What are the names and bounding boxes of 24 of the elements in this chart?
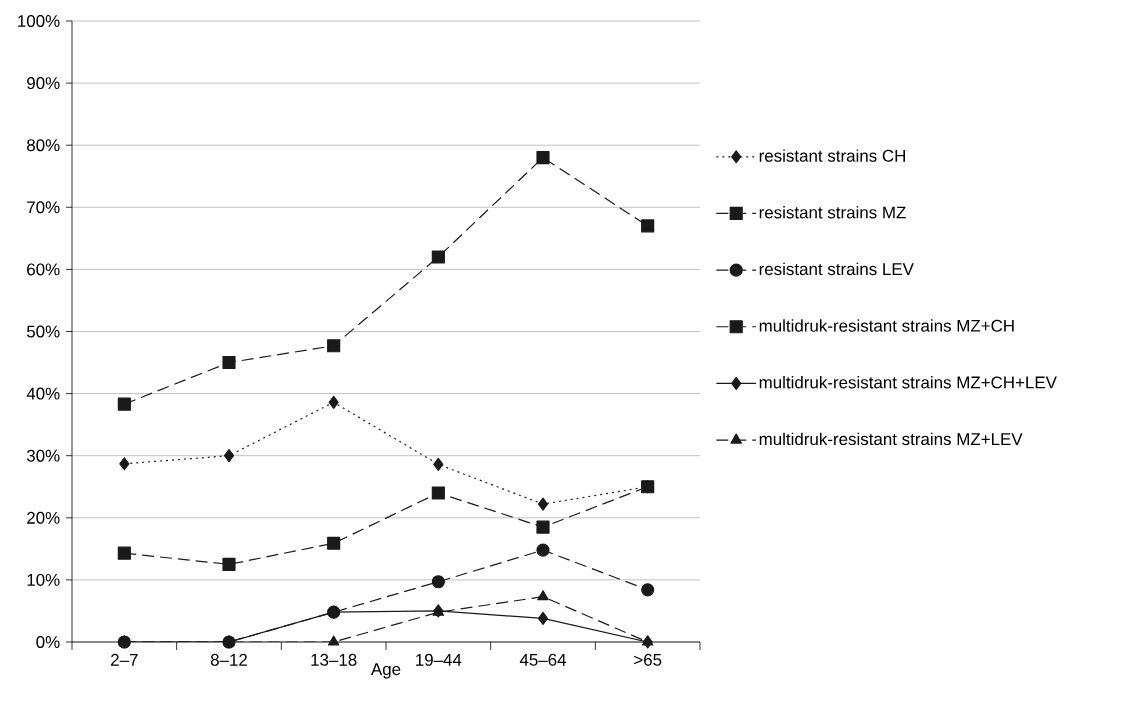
y-tick-label: 40% (26, 387, 60, 400)
legend-label: multidruk-resistant strains MZ+CH+LEV (759, 376, 1057, 389)
legend-label: resistant strains LEV (759, 262, 914, 276)
y-tick-label: 70% (27, 201, 60, 214)
y-tick-label: 80% (27, 139, 60, 152)
y-tick-label: 60% (27, 263, 60, 276)
x-tick-label: 8–12 (210, 653, 247, 666)
y-tick-label: 20% (27, 511, 60, 524)
x-tick-label: 13–18 (311, 653, 357, 666)
y-tick-label: 10% (27, 573, 60, 586)
legend-label: multidruk-resistant strains MZ+CH (759, 319, 1014, 332)
legend-label: resistant strains CH (759, 149, 905, 162)
y-tick-label: 50% (26, 325, 60, 338)
x-tick-label: >65 (634, 653, 662, 666)
y-tick-label: 30% (26, 449, 60, 462)
y-tick-label: 90% (27, 77, 60, 90)
legend-label: multidruk-resistant strains MZ+LEV (759, 432, 1023, 446)
x-tick-label: 19–44 (416, 653, 462, 666)
x-tick-label: 2–7 (111, 653, 138, 666)
y-tick-label: 0% (36, 636, 60, 648)
y-tick-label: 100% (18, 14, 60, 27)
legend-label: resistant strains MZ (759, 206, 906, 219)
x-axis-title: Age (370, 663, 401, 679)
x-tick-label: 45–64 (519, 653, 567, 666)
